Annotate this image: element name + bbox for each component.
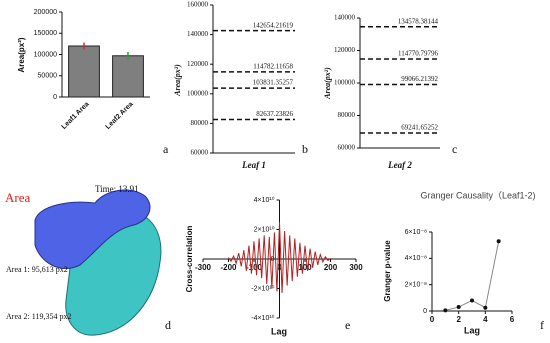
x-tick-label: -200 xyxy=(220,263,237,272)
x-tick-label: Leaf2 Area xyxy=(105,101,135,131)
x-tick-label: 2 xyxy=(456,315,461,324)
x-tick-label: 100 xyxy=(298,263,312,272)
y-tick-label: 200000 xyxy=(34,9,57,16)
y-tick-label: -4×10¹⁰ xyxy=(251,314,274,322)
y-tick-label: 4×10⁻⁸ xyxy=(405,255,427,262)
y-tick-label: 150000 xyxy=(34,30,57,37)
x-tick-label: 200 xyxy=(324,263,338,272)
reference-label: 82637.23826 xyxy=(256,110,293,118)
x-tick-label: Leaf1 Area xyxy=(61,101,91,131)
y-tick-label: 4×10¹⁰ xyxy=(254,196,275,204)
y-tick-label: 60000 xyxy=(338,144,356,152)
point xyxy=(456,305,461,310)
y-tick-label: 140000 xyxy=(334,14,356,22)
y-tick-label: 2×10¹⁰ xyxy=(254,225,275,233)
panel-label: a xyxy=(163,142,169,156)
y-tick-label: 60000 xyxy=(191,149,209,157)
area-label: Area 1: 95,613 px2 xyxy=(6,265,68,274)
x-axis-label: Leaf 2 xyxy=(387,160,412,170)
y-tick-label: 120000 xyxy=(334,46,356,54)
panel-label: c xyxy=(452,142,457,156)
point xyxy=(443,308,448,313)
bar xyxy=(112,55,144,98)
line xyxy=(228,222,331,293)
chart-title: Granger Causality（Leaf1-2) xyxy=(420,190,535,200)
y-axis-label: Area(px²) xyxy=(173,64,182,97)
y-tick-label: 160000 xyxy=(187,1,209,9)
image-title: Area xyxy=(5,190,30,205)
x-tick-label: -300 xyxy=(195,263,212,272)
x-tick-label: 6 xyxy=(510,315,515,324)
y-tick-label: 80000 xyxy=(338,111,356,119)
y-tick-label: 100000 xyxy=(187,89,209,97)
panel-label: e xyxy=(345,318,350,332)
point xyxy=(470,298,474,303)
reference-label: 142654.21619 xyxy=(253,21,294,29)
y-tick-label: 100000 xyxy=(34,51,57,58)
y-tick-label: 0 xyxy=(271,256,275,263)
reference-label: 69241.65252 xyxy=(401,124,438,132)
x-tick-label: 300 xyxy=(349,263,363,272)
reference-label: 114782.11658 xyxy=(253,63,293,71)
x-axis-label: Lag xyxy=(464,325,480,335)
y-tick-label: 0 xyxy=(53,94,57,101)
y-axis-label: Area(px²) xyxy=(17,37,26,72)
bar xyxy=(68,45,100,98)
y-tick-label: 0 xyxy=(423,308,427,315)
x-tick-label: 4 xyxy=(483,315,488,324)
panel-label: f xyxy=(540,318,544,332)
point xyxy=(483,305,488,310)
y-tick-label: 2×10⁻⁸ xyxy=(405,282,427,289)
area-label: Area 2: 119,354 px2 xyxy=(6,312,71,321)
y-axis-label: Cross-correlation xyxy=(185,226,194,293)
time-label: Time: 13.91 xyxy=(95,184,139,194)
x-axis-label: Lag xyxy=(271,326,287,336)
leaf-1 xyxy=(34,189,151,269)
reference-label: 134578.38144 xyxy=(398,17,439,25)
y-axis-label: Area(px²) xyxy=(323,67,332,100)
x-tick-label: -100 xyxy=(246,263,263,272)
y-tick-label: 120000 xyxy=(187,60,209,68)
point xyxy=(496,239,501,244)
panel-label: d xyxy=(165,318,171,332)
y-axis-label: Granger p-value xyxy=(383,240,392,302)
y-tick-label: 140000 xyxy=(187,30,209,38)
x-axis-label: Leaf 1 xyxy=(241,160,266,170)
reference-label: 99066.21392 xyxy=(401,75,438,83)
panel-label: b xyxy=(302,142,308,156)
y-tick-label: 6×10⁻⁸ xyxy=(405,229,427,236)
x-tick-label: 0 xyxy=(430,315,435,324)
y-tick-label: -2×10¹⁰ xyxy=(251,284,274,292)
y-tick-label: 50000 xyxy=(38,73,58,80)
x-tick-label: 0 xyxy=(277,263,282,272)
y-tick-label: 80000 xyxy=(191,119,209,127)
leaf-image xyxy=(34,189,162,336)
reference-label: 114770.79796 xyxy=(398,50,438,58)
reference-label: 103831.35257 xyxy=(253,79,294,87)
y-tick-label: 100000 xyxy=(334,79,356,87)
